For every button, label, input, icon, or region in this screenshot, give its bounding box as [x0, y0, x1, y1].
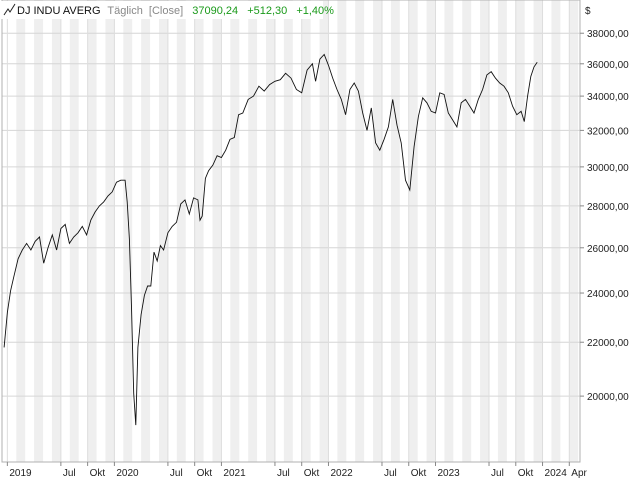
month-band	[569, 0, 579, 462]
x-tick-label: Okt	[304, 468, 320, 479]
x-tick-label: Okt	[197, 468, 213, 479]
month-band	[248, 0, 258, 462]
line-chart-icon	[3, 3, 16, 16]
last-value: 37090,24	[192, 5, 238, 17]
x-tick-label: 2021	[223, 468, 246, 479]
y-tick-label: 38000,00	[587, 29, 629, 40]
y-tick-label: 26000,00	[587, 244, 629, 255]
x-tick-label: Jul	[63, 468, 76, 479]
y-tick-label: 22000,00	[587, 338, 629, 349]
x-tick-label: 2019	[9, 468, 32, 479]
month-band	[355, 0, 365, 462]
month-band	[194, 0, 204, 462]
x-tick-label: Jul	[384, 468, 397, 479]
month-band	[283, 0, 293, 462]
month-band	[123, 0, 133, 462]
month-band	[515, 0, 525, 462]
month-band	[444, 0, 454, 462]
month-band	[462, 0, 472, 462]
y-tick-label: 34000,00	[587, 92, 629, 103]
month-bands	[16, 0, 579, 462]
y-tick-label: 36000,00	[587, 60, 629, 71]
month-band	[390, 0, 400, 462]
month-band	[16, 0, 26, 462]
y-tick-labels: 20000,00 22000,00 24000,00 26000,00 28000,00…	[580, 29, 629, 403]
chart-header: DJ INDU AVERG Täglich [Close] 37090,24 +…	[1, 1, 334, 19]
x-tick-label: Okt	[518, 468, 534, 479]
month-band	[158, 0, 168, 462]
month-band	[497, 0, 507, 462]
svg-text:DJ INDU AVERG Täglich: DJ INDU AVERG Täglich [Close] 37090,24 +…	[17, 5, 334, 17]
x-tick-label: Okt	[411, 468, 427, 479]
currency-label: $	[585, 6, 591, 17]
x-tick-label: Okt	[90, 468, 106, 479]
month-band	[373, 0, 382, 462]
month-band	[212, 0, 222, 462]
month-band	[230, 0, 240, 462]
month-band	[480, 0, 490, 462]
month-band	[141, 0, 151, 462]
month-band	[301, 0, 311, 462]
change-percent: +1,40%	[296, 5, 334, 17]
month-band	[319, 0, 329, 462]
month-band	[87, 0, 97, 462]
month-band	[34, 0, 44, 462]
x-tick-label: Jul	[491, 468, 504, 479]
x-tick-label: Apr	[571, 468, 587, 479]
change-absolute: +512,30	[247, 5, 287, 17]
y-gridlines	[2, 32, 580, 397]
plot-frame	[1, 0, 581, 463]
month-band	[551, 0, 561, 462]
x-tick-label: 2020	[116, 468, 139, 479]
y-tick-label: 24000,00	[587, 289, 629, 300]
month-band	[408, 0, 418, 462]
y-tick-label: 20000,00	[587, 392, 629, 403]
month-band	[426, 0, 436, 462]
month-band	[176, 0, 186, 462]
price-type-label: [Close]	[149, 5, 183, 17]
month-band	[105, 0, 115, 462]
y-tick-label: 32000,00	[587, 126, 629, 137]
month-band	[337, 0, 347, 462]
x-tick-labels: 2019 Jul Okt 2020 Jul Okt 2021 Jul Okt 2022 Jul Okt…	[6, 462, 588, 479]
y-tick-label: 28000,00	[587, 202, 629, 213]
month-band	[533, 0, 543, 462]
y-tick-label: 30000,00	[587, 163, 629, 174]
month-band	[69, 0, 79, 462]
month-band	[266, 0, 275, 462]
interval-label: Täglich	[107, 5, 142, 17]
month-band	[51, 0, 61, 462]
x-tick-label: 2023	[438, 468, 461, 479]
x-tick-label: Jul	[277, 468, 290, 479]
price-line	[3, 53, 538, 426]
chart-title: DJ INDU AVERG	[17, 5, 101, 17]
x-tick-label: 2022	[330, 468, 353, 479]
x-tick-label: 2024	[545, 468, 568, 479]
x-tick-label: Jul	[170, 468, 183, 479]
